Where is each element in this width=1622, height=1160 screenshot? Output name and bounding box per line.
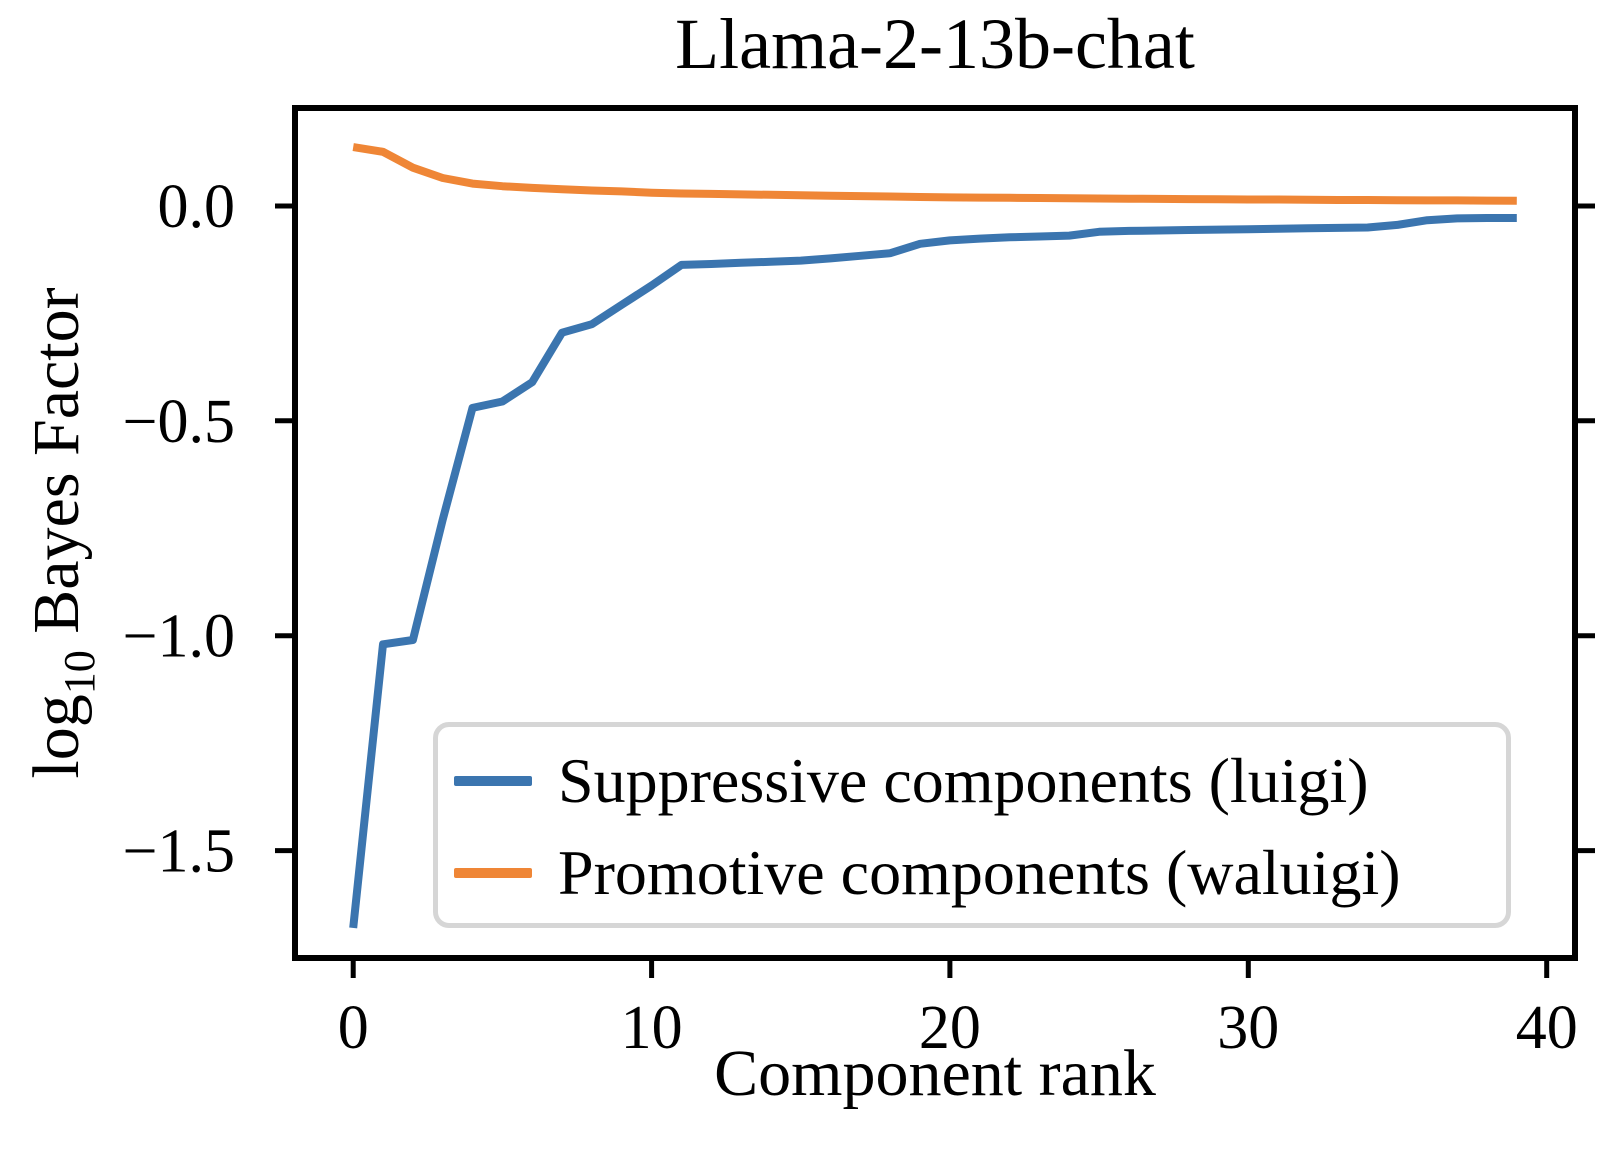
- y-tick-label: −1.5: [123, 818, 235, 886]
- suppressive-line: [349, 214, 1517, 929]
- y-axis-label: log10 Bayes Factor: [20, 287, 104, 778]
- chart-title: Llama-2-13b-chat: [675, 4, 1195, 84]
- x-tick-label: 20: [919, 994, 981, 1062]
- x-tick-label: 10: [621, 994, 683, 1062]
- x-tick-label: 0: [338, 994, 369, 1062]
- legend-label-suppressive: Suppressive components (luigi): [558, 745, 1369, 816]
- legend-item-suppressive: Suppressive components (luigi): [438, 735, 1506, 827]
- legend-label-promotive: Promotive components (waluigi): [558, 837, 1401, 908]
- legend-item-promotive: Promotive components (waluigi): [438, 827, 1506, 919]
- y-tick-label: −1.0: [123, 603, 235, 671]
- x-tick-label: 30: [1217, 994, 1279, 1062]
- x-axis-label: Component rank: [714, 1037, 1156, 1110]
- y-axis-label-subscript: 10: [55, 650, 104, 694]
- legend-line-promotive-icon: [454, 868, 532, 878]
- y-axis-label-rest: Bayes Factor: [20, 287, 93, 650]
- y-tick-label: −0.5: [123, 388, 235, 456]
- legend-line-suppressive-icon: [454, 776, 532, 786]
- x-tick-label: 40: [1516, 994, 1578, 1062]
- promotive-line: [352, 143, 1517, 205]
- axes-frame: [292, 105, 1578, 961]
- y-tick-label: 0.0: [158, 173, 236, 241]
- plot-area: 0 10 20 30 40 0.0 −0.5 −1.0 −1.5: [123, 143, 1595, 1062]
- legend: Suppressive components (luigi) Promotive…: [433, 722, 1511, 928]
- y-axis-label-prefix: log: [20, 694, 93, 778]
